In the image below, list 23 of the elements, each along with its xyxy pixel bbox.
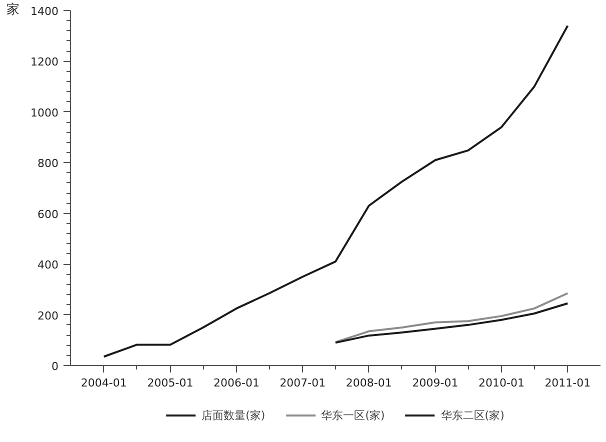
x-tick-label: 2004-01: [80, 376, 127, 390]
x-tick-label: 2008-01: [346, 376, 392, 390]
legend-label: 店面数量(家): [202, 408, 266, 422]
legend-label: 华东一区(家): [321, 408, 385, 422]
x-tick-label: 2011-01: [544, 376, 591, 390]
x-tick-label: 2009-01: [412, 376, 458, 390]
y-tick-label: 400: [38, 258, 59, 272]
y-tick-label: 0: [52, 360, 58, 373]
x-tick-label: 2005-01: [147, 376, 194, 390]
y-tick-label: 1200: [30, 56, 59, 69]
x-tick-label: 2007-01: [280, 376, 326, 390]
y-tick-label: 800: [38, 157, 59, 170]
line-series: [102, 24, 569, 358]
x-tick-label: 2006-01: [213, 376, 260, 390]
y-axis-title: 家: [6, 2, 20, 18]
line-series: [334, 292, 569, 344]
y-tick-label: 200: [38, 309, 59, 322]
y-tick-label: 1400: [30, 5, 59, 18]
y-tick-label: 1000: [30, 106, 59, 120]
y-tick-label: 600: [38, 208, 59, 221]
line-series: [334, 302, 569, 344]
x-tick-label: 2010-01: [478, 376, 524, 390]
legend-label: 华东二区(家): [440, 408, 504, 422]
